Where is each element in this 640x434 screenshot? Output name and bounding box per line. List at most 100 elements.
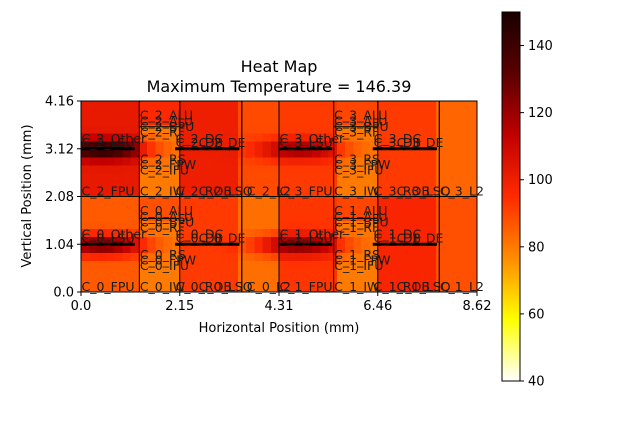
heat-cell [378,196,387,206]
heat-cell [369,196,379,206]
heat-cell [460,101,470,110]
heat-cell [336,148,346,158]
heat-cell [180,220,189,229]
heat-cell [105,124,115,134]
heat-cell [287,156,297,166]
heat-cell [378,236,387,245]
heat-cell [171,252,181,261]
unit-label: C_2_ALU [140,114,193,129]
heat-cell [122,180,132,190]
heat-cell [229,164,239,174]
heat-cell [81,124,90,134]
heat-cell [378,268,387,277]
heat-cell [468,164,477,174]
heat-cell [114,244,123,253]
heat-cell [229,276,239,285]
heat-cell [427,228,437,237]
heat-cell [81,268,90,277]
heat-cell [155,132,165,142]
heat-cell [180,148,189,158]
heat-cell [328,116,338,126]
heat-cell [97,132,107,142]
heat-cell [394,140,404,150]
heat-cell [427,252,437,261]
heat-cell [262,284,272,292]
heat-cell [345,236,354,245]
heat-cell [394,101,404,110]
heat-cell [196,108,206,118]
chart-subtitle: Maximum Temperature = 146.39 [147,77,412,96]
heat-cell [270,260,280,269]
heat-cell [138,116,148,126]
heat-cell [204,108,214,118]
y-axis-label: Vertical Position (mm) [20,124,35,267]
heat-cell [188,116,198,126]
heat-cell [320,180,330,190]
heat-cell [427,140,437,150]
unit-label: C_1_LSU [280,230,333,245]
heat-cell [246,140,255,150]
heat-cell [303,108,313,118]
heat-cell [270,276,280,285]
heat-cell [435,228,445,237]
heat-cell [97,196,107,206]
heat-cell [270,156,280,166]
heat-cell [460,108,470,118]
unit-label: C_0_DC [176,227,224,242]
heat-cell [270,284,280,292]
heat-cell [295,140,305,150]
heat-cell [204,124,214,134]
heat-cell [444,196,453,206]
unit-label: C_2_DE [199,135,246,150]
heat-cell [213,268,222,277]
heat-cell [81,101,90,110]
unit-label: C_1_BPU [334,215,388,230]
heat-cell [435,124,445,134]
heat-cell [336,204,346,214]
heat-cell [312,252,321,261]
heat-cell [130,101,140,110]
heat-cell [419,164,429,174]
heat-cell [369,260,379,269]
heat-cell [328,284,338,292]
heat-cell [402,196,412,206]
heat-cell [369,124,379,134]
heat-cell [468,124,477,134]
heat-cell [303,196,313,206]
heat-cell [188,156,198,166]
heat-cell [295,260,305,269]
heat-cell [196,244,206,253]
heat-cell [155,260,165,269]
heat-cell [180,244,189,253]
y-tick-label: 0.0 [53,286,74,301]
heat-cell [402,188,412,198]
x-tick-label: 2.15 [165,299,194,314]
heat-cell [262,236,272,245]
heat-cell [427,284,437,292]
heat-cell [427,164,437,174]
heat-cell [320,212,330,221]
heat-cell [394,236,404,245]
heat-cell [97,204,107,214]
region-outline [438,101,477,197]
heat-cell [89,116,99,126]
heat-cell [394,228,404,237]
heat-cell [452,140,462,150]
heat-cell [171,236,181,245]
heat-cell [213,124,222,134]
heat-cell [460,252,470,261]
heat-cell [221,284,231,292]
heat-cell [312,148,321,158]
heat-cell [287,252,297,261]
heat-cell [345,212,354,221]
heat-cell [89,220,99,229]
heat-cell [204,116,214,126]
heat-cell [468,276,477,285]
heat-cell [402,156,412,166]
heat-cell [81,148,90,158]
heat-cell [444,204,453,214]
unit-label: C_1_IW [334,279,379,294]
heat-cell [270,132,280,142]
heat-cell [213,156,222,166]
heat-cell [320,148,330,158]
